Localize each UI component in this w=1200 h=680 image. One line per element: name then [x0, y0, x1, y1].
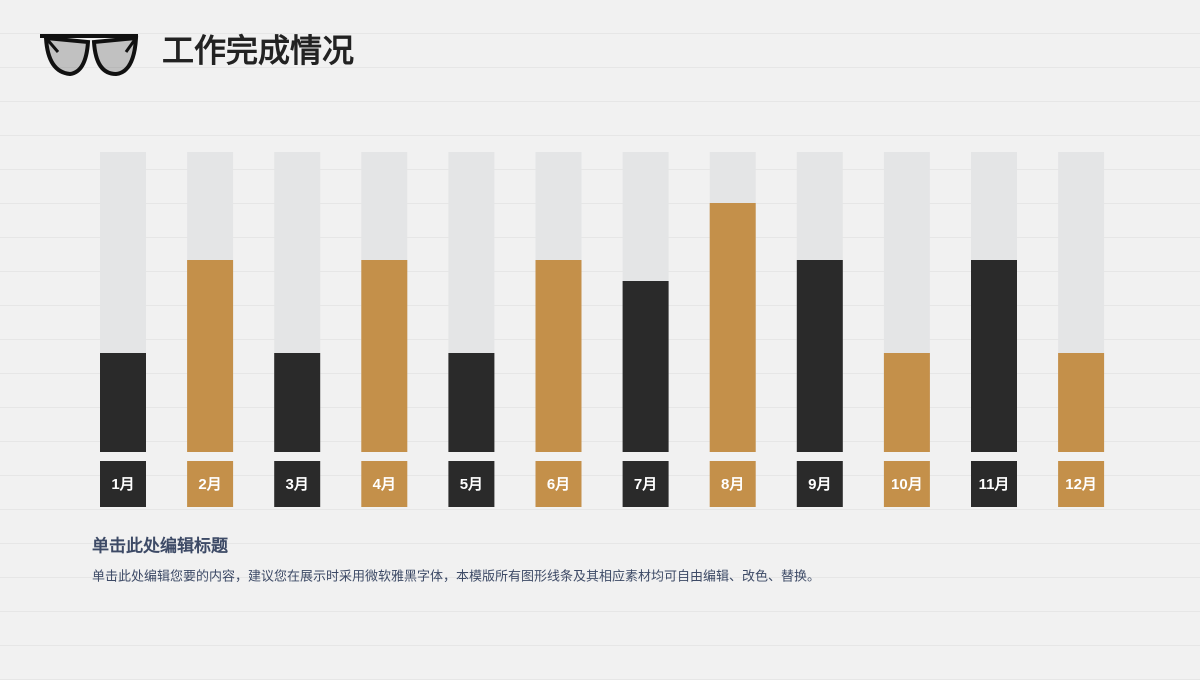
bar [187, 260, 234, 452]
x-tick-label: 10月 [891, 476, 923, 493]
label-box [1058, 461, 1105, 507]
bar [100, 353, 146, 452]
bar [971, 260, 1017, 452]
label-box [796, 461, 843, 507]
label-box [448, 461, 495, 507]
bar [448, 353, 495, 452]
x-tick-label: 7月 [634, 476, 657, 493]
chart-title: 工作完成情况 [162, 32, 354, 68]
bar [1058, 353, 1105, 452]
plot: 1月 2月 3月 4月 5月 6月 7月 8月 9月 10月 11月 12月 [100, 152, 1105, 507]
glasses-icon [40, 34, 139, 77]
x-tick-label: 9月 [808, 476, 831, 493]
label-box [361, 461, 408, 507]
x-tick-label: 6月 [547, 476, 570, 493]
x-tick-label: 12月 [1065, 476, 1097, 493]
bar [361, 260, 408, 452]
x-tick-label: 5月 [460, 476, 483, 493]
label-box [883, 461, 930, 507]
bar [883, 353, 930, 452]
caption-title: 单击此处编辑标题 [92, 535, 229, 555]
x-tick-label: 4月 [373, 476, 396, 493]
bar [535, 260, 582, 452]
label-box [274, 461, 321, 507]
bar [274, 353, 321, 452]
caption: 单击此处编辑您要的内容，建议您在展示时采用微软雅黑字体，本模版所有图形线条及其相… [92, 568, 820, 583]
x-tick-label: 2月 [198, 476, 221, 493]
x-tick-label: 3月 [286, 476, 309, 493]
bar [796, 260, 843, 452]
x-tick-label: 11月 [979, 476, 1010, 493]
label-box [971, 461, 1017, 507]
label-box [709, 461, 756, 507]
bar [622, 281, 669, 452]
x-tick-label: 1月 [111, 476, 134, 493]
label-box [535, 461, 582, 507]
label-box [100, 461, 146, 507]
label-box [187, 461, 234, 507]
bar [709, 203, 756, 452]
label-box [622, 461, 669, 507]
x-tick-label: 8月 [721, 476, 744, 493]
